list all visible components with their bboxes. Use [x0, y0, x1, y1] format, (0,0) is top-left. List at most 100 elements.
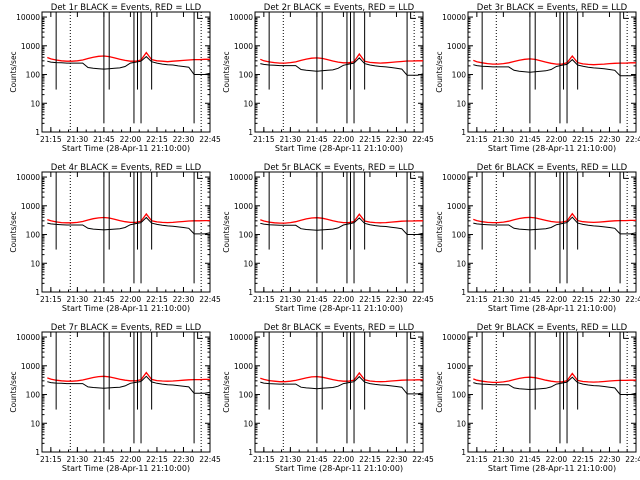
events-step-marker: [623, 172, 629, 179]
detector-plot-1: Det 1r BLACK = Events, RED = LLD 1 10 100 10…: [9, 3, 221, 153]
x-tick-label: 22:45: [625, 455, 640, 464]
x-tick-label: 21:15: [40, 455, 62, 464]
plot-title: Det 2r BLACK = Events, RED = LLD: [264, 3, 415, 13]
detector-plot-8: Det 8r BLACK = Events, RED = LLD 1 10 100 10…: [222, 323, 434, 473]
lld-series-line: [260, 52, 423, 64]
lld-series-line: [47, 51, 210, 63]
detector-plot-6: Det 6r BLACK = Events, RED = LLD 1 10 100 10…: [435, 163, 640, 313]
y-tick-label: 100: [452, 71, 467, 80]
x-tick-label: 22:15: [146, 295, 168, 304]
x-tick-label: 21:30: [67, 455, 89, 464]
events-step-marker: [197, 172, 203, 179]
x-tick-label: 21:45: [306, 455, 328, 464]
x-tick-label: 22:00: [333, 455, 355, 464]
x-axis-label: Start Time (28-Apr-11 21:10:00): [62, 144, 190, 153]
x-tick-label: 22:45: [625, 295, 640, 304]
x-axis-label: Start Time (28-Apr-11 21:10:00): [62, 304, 190, 313]
x-tick-label: 22:15: [572, 295, 594, 304]
x-tick-label: 22:15: [572, 455, 594, 464]
plot-title: Det 3r BLACK = Events, RED = LLD: [477, 3, 628, 13]
plot-title: Det 7r BLACK = Events, RED = LLD: [51, 323, 202, 333]
y-tick-label: 100: [26, 391, 41, 400]
events-series-line: [473, 376, 637, 395]
lld-series-line: [47, 371, 210, 382]
events-step-marker: [197, 12, 203, 19]
x-tick-label: 22:15: [359, 135, 381, 144]
y-tick-label: 10000: [229, 13, 253, 22]
y-tick-label: 1: [35, 128, 40, 137]
plot-frame: [41, 171, 211, 293]
events-series-line: [473, 58, 637, 77]
y-tick-label: 10: [456, 259, 466, 268]
x-tick-label: 21:30: [493, 455, 515, 464]
x-tick-label: 22:15: [146, 135, 168, 144]
x-tick-label: 22:00: [546, 455, 568, 464]
y-tick-label: 1000: [21, 362, 40, 371]
y-tick-label: 1: [461, 448, 466, 457]
lld-series-line: [260, 371, 423, 383]
y-axis-label: Counts/sec: [435, 211, 444, 252]
y-tick-label: 1: [248, 448, 253, 457]
x-tick-label: 22:00: [120, 135, 142, 144]
y-tick-label: 100: [452, 231, 467, 240]
y-tick-label: 1: [35, 288, 40, 297]
y-tick-label: 10000: [442, 333, 466, 342]
x-tick-label: 21:15: [253, 455, 275, 464]
x-tick-label: 21:15: [253, 295, 275, 304]
x-tick-label: 22:30: [173, 295, 195, 304]
x-axis-label: Start Time (28-Apr-11 21:10:00): [62, 464, 190, 473]
x-tick-label: 21:15: [466, 295, 488, 304]
x-tick-label: 22:45: [412, 295, 434, 304]
x-tick-label: 22:00: [333, 135, 355, 144]
x-tick-label: 22:00: [546, 135, 568, 144]
y-tick-label: 100: [26, 231, 41, 240]
x-tick-label: 22:00: [333, 295, 355, 304]
plot-title: Det 9r BLACK = Events, RED = LLD: [477, 323, 628, 333]
x-tick-label: 22:00: [546, 295, 568, 304]
x-tick-label: 22:45: [199, 295, 221, 304]
x-tick-label: 22:15: [359, 455, 381, 464]
x-tick-label: 21:15: [40, 295, 62, 304]
x-axis-label: Start Time (28-Apr-11 21:10:00): [488, 144, 616, 153]
x-axis-label: Start Time (28-Apr-11 21:10:00): [275, 304, 403, 313]
lld-series-line: [473, 372, 636, 384]
lld-series-line: [260, 213, 423, 224]
y-tick-label: 10: [243, 259, 253, 268]
x-tick-label: 21:45: [93, 135, 115, 144]
y-tick-label: 1000: [234, 42, 253, 51]
x-tick-label: 22:00: [120, 295, 142, 304]
plot-title: Det 8r BLACK = Events, RED = LLD: [264, 323, 415, 333]
plot-title: Det 4r BLACK = Events, RED = LLD: [51, 163, 202, 173]
y-tick-label: 10: [456, 419, 466, 428]
plot-frame: [41, 11, 211, 133]
x-tick-label: 22:30: [386, 135, 408, 144]
detector-plot-2: Det 2r BLACK = Events, RED = LLD 1 10 100 10…: [222, 3, 434, 153]
y-axis-label: Counts/sec: [222, 211, 231, 252]
plot-frame: [467, 171, 637, 293]
y-tick-label: 10: [30, 419, 40, 428]
y-tick-label: 100: [239, 71, 254, 80]
events-series-line: [47, 55, 211, 75]
lld-series-line: [473, 212, 636, 224]
x-tick-label: 21:45: [519, 455, 541, 464]
plot-frame: [41, 331, 211, 453]
y-axis-label: Counts/sec: [435, 371, 444, 412]
x-tick-label: 21:15: [466, 455, 488, 464]
y-tick-label: 1: [248, 128, 253, 137]
y-tick-label: 10000: [16, 173, 40, 182]
y-tick-label: 1: [35, 448, 40, 457]
events-series-line: [47, 216, 211, 235]
y-axis-label: Counts/sec: [9, 211, 18, 252]
y-tick-label: 1: [461, 128, 466, 137]
y-tick-label: 10000: [16, 13, 40, 22]
detector-plot-9: Det 9r BLACK = Events, RED = LLD 1 10 100 10…: [435, 323, 640, 473]
y-tick-label: 100: [239, 391, 254, 400]
y-tick-label: 10000: [442, 173, 466, 182]
y-tick-label: 100: [239, 231, 254, 240]
x-tick-label: 21:15: [466, 135, 488, 144]
x-tick-label: 21:30: [67, 135, 89, 144]
y-tick-label: 10000: [442, 13, 466, 22]
x-tick-label: 22:30: [599, 455, 621, 464]
events-series-line: [260, 375, 424, 395]
